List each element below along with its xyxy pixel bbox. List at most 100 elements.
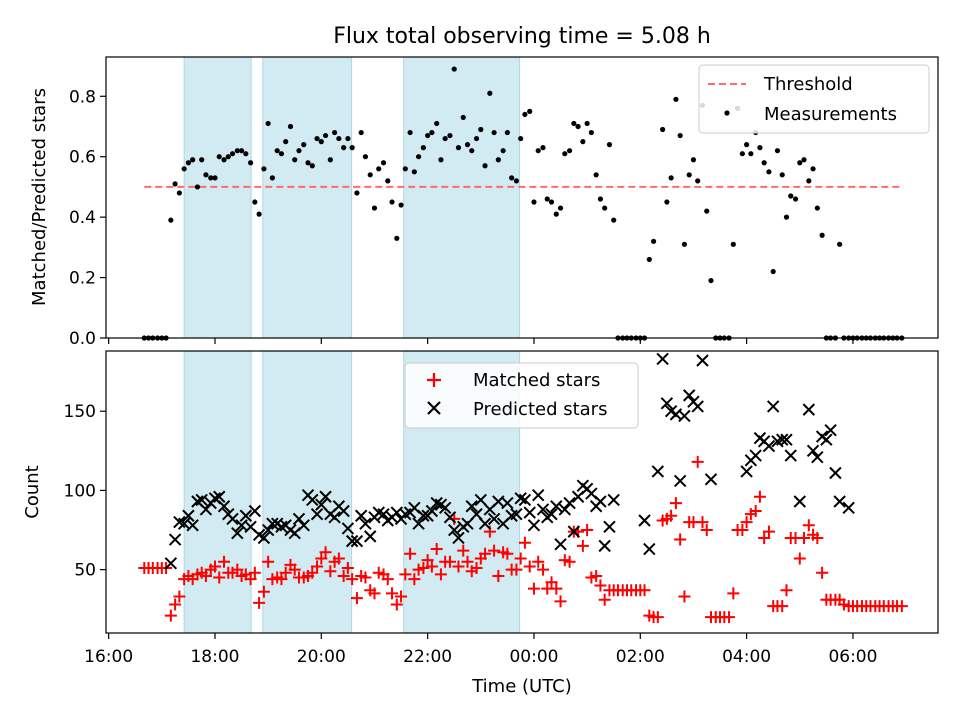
measurement-point <box>677 132 683 139</box>
matched-star-point <box>213 571 226 584</box>
predicted-star-point <box>510 507 523 521</box>
measurement-point <box>544 196 550 202</box>
matched-star-point <box>802 519 815 532</box>
matched-star-point <box>390 598 403 611</box>
matched-star-point <box>545 576 558 589</box>
predicted-star-point <box>527 519 541 532</box>
measurement-point <box>341 145 347 151</box>
predicted-star-point <box>452 531 465 545</box>
measurement-point <box>650 238 657 244</box>
measurement-point <box>774 148 781 154</box>
measurement-point <box>588 129 594 136</box>
predicted-star-point <box>319 490 332 503</box>
matched-star-point <box>381 573 394 586</box>
measurement-point <box>292 157 298 163</box>
matched-star-point <box>324 565 337 578</box>
matched-star-point <box>253 596 266 609</box>
measurement-point <box>801 157 807 163</box>
measurement-point <box>473 135 480 142</box>
measurement-point <box>385 178 391 184</box>
measurement-point <box>415 154 422 160</box>
measurement-point <box>584 120 590 127</box>
measurement-point <box>451 66 457 72</box>
matched-star-point <box>337 569 350 582</box>
predicted-star-point <box>182 509 195 522</box>
matched-star-point <box>727 587 740 600</box>
matched-star-point <box>532 555 545 568</box>
measurement-point <box>553 211 559 217</box>
matched-star-point <box>368 587 381 600</box>
matched-star-point <box>590 569 603 582</box>
observing-interval <box>262 56 353 339</box>
x-tick-label: 22:00 <box>403 647 452 667</box>
matched-star-point <box>691 455 704 468</box>
matched-star-point <box>895 600 908 613</box>
measurement-point <box>491 129 497 136</box>
measurement-point <box>318 139 324 145</box>
measurement-point <box>611 217 617 223</box>
predicted-star-point <box>438 501 452 515</box>
measurement-point <box>548 199 555 205</box>
measurement-point <box>305 160 311 166</box>
predicted-star-point <box>425 504 439 518</box>
top-y-ticks: 0.0 0.2 0.4 0.6 0.8 <box>69 87 106 349</box>
x-tick-label: 04:00 <box>722 647 771 667</box>
measurement-point <box>646 256 652 263</box>
matched-star-point <box>598 593 611 606</box>
matched-star-point <box>430 543 443 556</box>
predicted-star-point <box>833 495 846 508</box>
measurement-point <box>509 175 515 181</box>
predicted-star-point <box>550 500 563 513</box>
matched-star-point <box>306 566 319 579</box>
y-tick-label: 0.2 <box>69 269 96 289</box>
measurement-point <box>797 160 803 166</box>
predicted-star-point <box>820 433 833 446</box>
measurement-point <box>575 123 581 130</box>
predicted-star-point <box>806 444 820 458</box>
predicted-star-point <box>474 493 488 507</box>
measurement-point <box>376 166 382 172</box>
measurement-point <box>332 129 338 136</box>
matched-star-point <box>386 587 399 600</box>
measurement-point <box>478 126 484 133</box>
matched-star-point <box>169 598 182 611</box>
measurement-point <box>283 139 289 145</box>
measurement-point <box>194 184 201 190</box>
measurement-point <box>278 151 285 157</box>
matched-star-point <box>421 554 434 567</box>
x-tick-label: 02:00 <box>616 647 665 667</box>
measurement-point <box>252 199 258 205</box>
measurement-point <box>681 241 688 247</box>
matched-star-point <box>479 547 492 560</box>
measurement-point <box>606 142 613 148</box>
matched-star-point <box>563 555 576 568</box>
matched-star-point <box>674 533 687 546</box>
matched-star-point <box>811 531 824 544</box>
predicted-star-point <box>239 509 253 522</box>
measurement-point <box>739 151 745 157</box>
legend-matched-swatch <box>427 373 441 387</box>
matched-star-point <box>758 531 771 544</box>
measurement-point <box>287 123 294 130</box>
matched-star-point <box>776 600 789 613</box>
predicted-star-point <box>545 507 558 521</box>
matched-star-point <box>527 582 540 595</box>
matched-star-point <box>696 516 709 529</box>
measurement-point <box>438 157 444 163</box>
predicted-star-point <box>461 517 474 530</box>
top-panel-ratio: 0.00.20.40.60.8 Matched/Predicted stars … <box>29 56 939 349</box>
matched-star-point <box>408 573 421 586</box>
measurement-point <box>748 151 754 157</box>
predicted-star-point <box>603 520 616 534</box>
predicted-star-point <box>523 506 536 519</box>
predicted-star-point <box>594 495 607 508</box>
measurement-point <box>248 160 254 166</box>
top-x-ticks <box>108 338 854 344</box>
matched-star-point <box>518 536 531 549</box>
matched-star-point <box>452 560 465 573</box>
predicted-star-point <box>607 493 620 507</box>
matched-star-point <box>780 584 793 597</box>
matched-star-point <box>332 552 345 565</box>
measurement-point <box>168 217 174 223</box>
